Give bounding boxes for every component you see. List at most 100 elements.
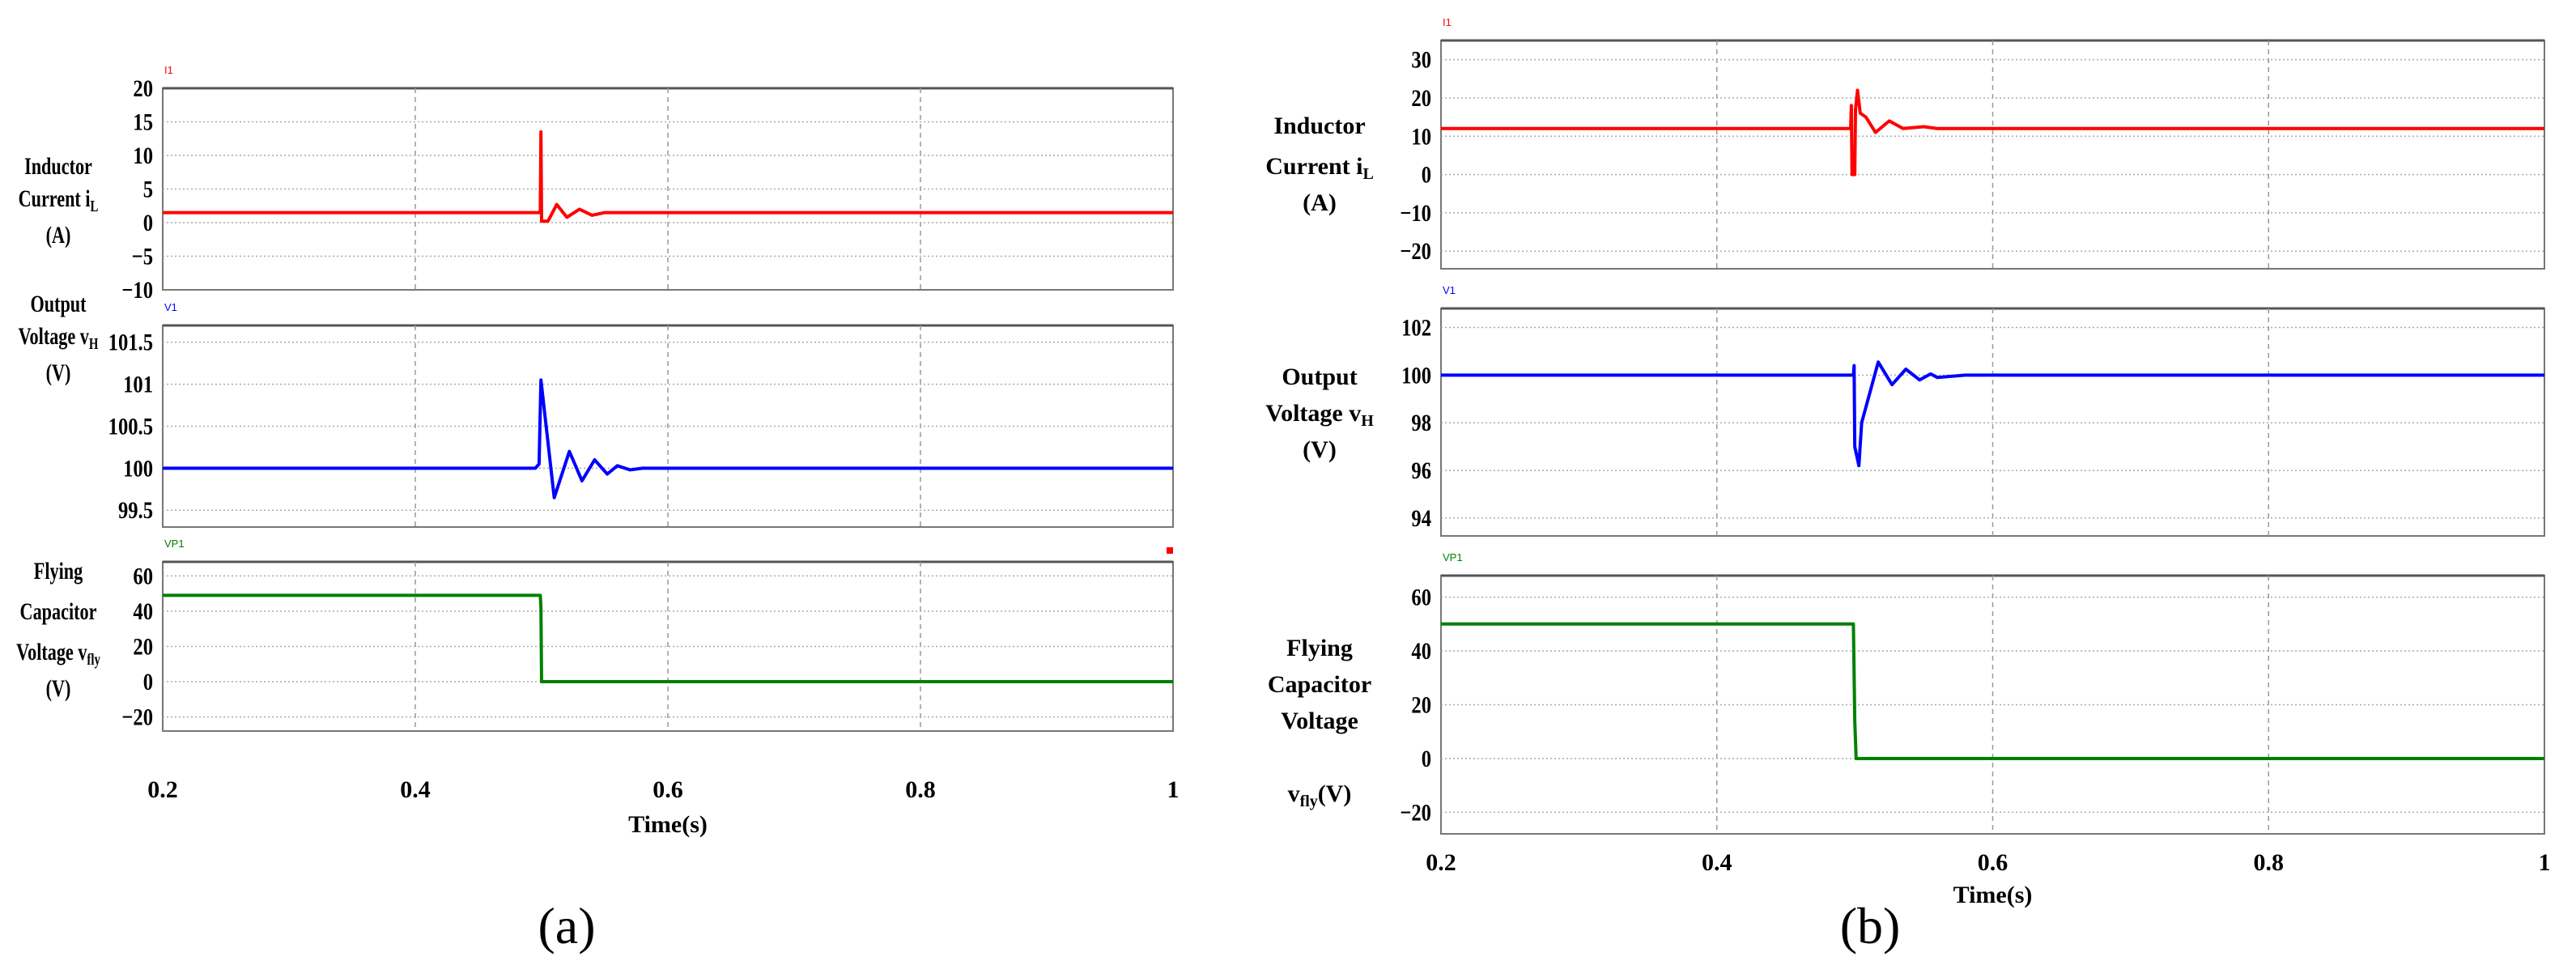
- y-tick-label: −20: [1400, 238, 1431, 265]
- y-tick-label: −5: [132, 243, 153, 270]
- y-tick-label: 40: [133, 598, 153, 625]
- y-tick-label: 0: [1422, 161, 1431, 188]
- y-label-line: Voltage: [1281, 708, 1358, 734]
- y-label-var: Voltage v: [19, 322, 90, 350]
- y-axis-label: Output Voltage vH (V): [1265, 363, 1374, 463]
- y-label-var: v: [1288, 780, 1300, 807]
- y-tick-label: 60: [133, 563, 153, 589]
- y-tick-label: 15: [133, 108, 153, 135]
- y-tick-label: 100.5: [108, 413, 153, 440]
- y-label-subscript: L: [91, 197, 99, 215]
- y-label-line: Inductor: [24, 152, 92, 180]
- y-tick-label: 60: [1411, 584, 1431, 610]
- y-tick-label: 20: [1411, 691, 1431, 718]
- y-tick-label: 94: [1411, 505, 1431, 532]
- y-tick-label: 101: [123, 371, 153, 397]
- x-tick-label: 0.4: [1702, 849, 1732, 876]
- y-tick-label: 30: [1411, 46, 1431, 73]
- y-label-subscript: L: [1362, 165, 1373, 183]
- y-label-subscript: fly: [1300, 793, 1318, 810]
- plot-area: [1440, 40, 2545, 270]
- y-label-line: vfly(V): [1288, 780, 1352, 810]
- y-tick-label: 5: [143, 176, 153, 202]
- y-label-line: (V): [1303, 436, 1337, 463]
- legend-label: VP1: [1443, 551, 1463, 563]
- y-label-line: Flying: [34, 557, 83, 585]
- y-tick-label: −10: [1400, 200, 1431, 227]
- x-tick-label: 1: [2539, 849, 2551, 876]
- x-axis-label: Time(s): [628, 811, 708, 838]
- y-tick-label: −20: [1400, 799, 1431, 826]
- x-tick-label: 0.4: [400, 776, 431, 803]
- y-tick-label: 100: [123, 455, 153, 482]
- y-label-line: Voltage vH: [19, 322, 99, 353]
- y-tick-label: −20: [121, 704, 153, 730]
- y-tick-label: 98: [1411, 410, 1431, 436]
- y-label-var: Current i: [19, 185, 91, 212]
- panel-caption: (b): [1840, 897, 1901, 954]
- legend-label: V1: [164, 301, 177, 313]
- y-tick-label: 0: [143, 669, 153, 695]
- y-tick-label: 20: [133, 633, 153, 660]
- y-label-line: (A): [46, 221, 71, 249]
- series-line: [1441, 360, 2544, 468]
- y-label-var: Voltage v: [1265, 400, 1361, 427]
- panel-b: −20 −10 0 10 20 30 I1 Inductor Current iL (A) 94 96…: [1265, 16, 2550, 954]
- y-tick-label: 40: [1411, 638, 1431, 665]
- y-label-line: Capacitor: [1268, 671, 1371, 698]
- y-tick-label: 20: [133, 75, 153, 102]
- y-tick-label: 0: [143, 210, 153, 236]
- y-label-var: Voltage v: [16, 638, 87, 665]
- x-axis-label: Time(s): [1953, 882, 2033, 908]
- legend-label: VP1: [164, 538, 185, 550]
- y-label-line: (V): [46, 359, 71, 386]
- series-line: [163, 130, 1173, 223]
- y-label-subscript: H: [1361, 412, 1374, 430]
- x-tick-label: 0.6: [653, 776, 683, 803]
- y-label-line: Current iL: [1265, 153, 1374, 183]
- y-label-line: (V): [46, 674, 71, 702]
- series-line: [163, 378, 1173, 500]
- legend-label: I1: [164, 64, 173, 76]
- y-axis-label: Flying Capacitor Voltage vfly(V): [1268, 635, 1371, 810]
- y-tick-label: 96: [1411, 457, 1431, 484]
- subplot-inductor-current: −20 −10 0 10 20 30 I1 Inductor Current iL (A): [1265, 16, 2545, 270]
- y-label-line: Voltage vfly: [16, 638, 100, 669]
- y-tick-label: 100: [1401, 362, 1431, 389]
- y-tick-label: 101.5: [108, 329, 153, 356]
- y-tick-label: 20: [1411, 85, 1431, 112]
- x-tick-label: 0.2: [1426, 849, 1456, 876]
- subplot-output-voltage: 99.5 100 100.5 101 101.5 V1 Output Voltage vH (V…: [19, 290, 1174, 528]
- y-label-line: Inductor: [1273, 113, 1365, 139]
- y-tick-label: 10: [133, 142, 153, 169]
- legend-label: I1: [1443, 16, 1452, 28]
- subplot-flying-capacitor-voltage: −20 0 20 40 60 VP1 Flying Capacitor Voltage vfly(…: [1268, 551, 2545, 835]
- y-label-line: (A): [1303, 189, 1337, 216]
- y-label-var: Current i: [1265, 153, 1362, 180]
- y-label-line: Voltage vH: [1265, 400, 1374, 430]
- panel-caption: (a): [538, 897, 595, 954]
- y-label-line: Output: [30, 290, 86, 317]
- y-label-subscript: fly: [87, 650, 100, 669]
- legend-label: V1: [1443, 284, 1456, 296]
- y-tick-label: −10: [121, 277, 153, 304]
- y-axis-label: Output Voltage vH (V): [19, 290, 99, 386]
- y-label-line: Output: [1282, 363, 1357, 390]
- y-tick-label: 10: [1411, 123, 1431, 150]
- x-tick-label: 0.8: [2254, 849, 2285, 876]
- y-axis-label: Flying Capacitor Voltage vfly (V): [16, 557, 100, 702]
- y-tick-label: 102: [1401, 314, 1431, 341]
- y-tick-label: 99.5: [118, 497, 153, 524]
- x-tick-label: 0.2: [147, 776, 178, 803]
- y-label-unit: (V): [1318, 780, 1352, 807]
- subplot-inductor-current: −10 −5 0 5 10 15 20 I1 Inductor Current iL (A): [19, 64, 1174, 304]
- y-label-subscript: H: [89, 334, 99, 353]
- y-axis-label: Inductor Current iL (A): [19, 152, 99, 249]
- y-label-line: Capacitor: [20, 597, 97, 625]
- x-tick-label: 0.6: [1978, 849, 2009, 876]
- x-tick-label: 1: [1167, 776, 1180, 803]
- y-axis-label: Inductor Current iL (A): [1265, 113, 1374, 216]
- series-line: [1441, 622, 2544, 760]
